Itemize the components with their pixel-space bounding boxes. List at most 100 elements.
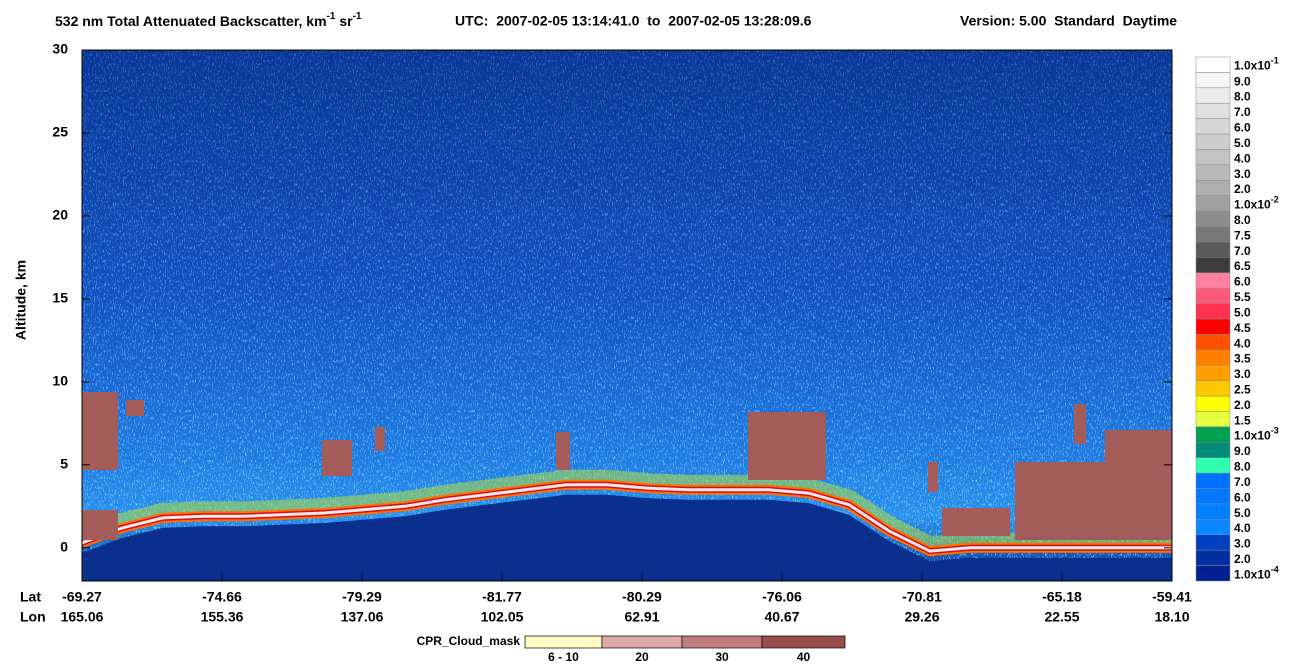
title-part: 532 nm Total Attenuated Backscatter, km [55, 13, 327, 29]
colorbar-label: 4.5 [1234, 321, 1251, 335]
cpr-legend-label: 40 [797, 650, 811, 664]
cpr-cloud [126, 400, 144, 416]
colorbar-swatch [1195, 565, 1231, 582]
colorbar-label: 2.0 [1234, 552, 1251, 566]
colorbar-swatch [1195, 472, 1231, 489]
colorbar-label: 4.0 [1234, 521, 1251, 535]
cpr-legend-swatch [524, 635, 603, 649]
colorbar-label: 6.0 [1234, 121, 1251, 135]
lon-label: 155.36 [201, 609, 244, 625]
cpr-cloud-mask [82, 392, 1172, 540]
lat-label: -59.41 [1152, 589, 1192, 605]
colorbar-swatch [1195, 226, 1231, 243]
y-tick-label: 25 [52, 124, 68, 140]
colorbar-label: 7.5 [1234, 228, 1251, 242]
cpr-cloud [322, 440, 352, 476]
colorbar-swatch [1195, 272, 1231, 289]
colorbar-label-base: 1.0x10 [1234, 567, 1271, 581]
surface-line [82, 483, 1172, 553]
y-tick-label: 0 [60, 539, 68, 555]
lon-label: 29.26 [904, 609, 939, 625]
colorbar-swatch [1195, 519, 1231, 536]
colorbar-label-sup: -2 [1271, 195, 1279, 205]
colorbar-label: 6.5 [1234, 259, 1251, 273]
colorbar-label: 6.0 [1234, 275, 1251, 289]
colorbar-swatch [1195, 488, 1231, 505]
colorbar-swatch [1195, 241, 1231, 258]
y-tick-label: 15 [52, 290, 68, 306]
lat-label: -79.29 [342, 589, 382, 605]
cpr-cloud [82, 510, 118, 540]
colorbar-label: 1.0x10-1 [1234, 56, 1279, 73]
cpr-cloud [375, 427, 385, 451]
colorbar-label: 9.0 [1234, 444, 1251, 458]
colorbar-swatch [1195, 318, 1231, 335]
colorbar-swatch [1195, 457, 1231, 474]
colorbar-swatch [1195, 210, 1231, 227]
colorbar-label-base: 1.0x10 [1234, 59, 1271, 73]
lon-label: 165.06 [61, 609, 104, 625]
colorbar-swatch [1195, 380, 1231, 397]
lat-label: -69.27 [62, 589, 102, 605]
colorbar-label-sup: -3 [1271, 426, 1279, 436]
y-tick-label: 30 [52, 41, 68, 57]
lon-label: 137.06 [341, 609, 384, 625]
cpr-cloud [942, 508, 1010, 536]
colorbar-swatch [1195, 349, 1231, 366]
colorbar-swatch [1195, 426, 1231, 443]
colorbar-swatch [1195, 164, 1231, 181]
colorbar-label: 1.0x10-2 [1234, 195, 1279, 212]
plot-frame [81, 49, 1173, 582]
lat-label: -70.81 [902, 589, 942, 605]
title-part: sr [335, 13, 353, 29]
lon-label: 22.55 [1044, 609, 1079, 625]
colorbar-swatch [1195, 303, 1231, 320]
colorbar-swatch [1195, 118, 1231, 135]
colorbar-label-sup: -1 [1271, 56, 1279, 66]
colorbar-label: 8.0 [1234, 213, 1251, 227]
colorbar-label: 4.0 [1234, 151, 1251, 165]
cpr-legend-swatch [681, 635, 763, 649]
cpr-cloud [82, 392, 118, 470]
y-tick-label: 20 [52, 207, 68, 223]
colorbar-label-sup: -4 [1271, 565, 1279, 575]
colorbar-label: 5.0 [1234, 136, 1251, 150]
colorbar-label: 3.5 [1234, 352, 1251, 366]
colorbar-swatch [1195, 72, 1231, 89]
cpr-legend-label: 30 [715, 650, 729, 664]
colorbar-label: 9.0 [1234, 74, 1251, 88]
colorbar-swatch [1195, 287, 1231, 304]
lon-label: 62.91 [624, 609, 659, 625]
lat-label: -74.66 [202, 589, 242, 605]
cpr-cloud [1074, 404, 1086, 444]
chart-title: 532 nm Total Attenuated Backscatter, km -… [55, 11, 362, 29]
surface-glow [82, 469, 1172, 555]
colorbar-swatch [1195, 503, 1231, 520]
title-sup: -1 [353, 11, 362, 22]
cpr-legend-swatch [601, 635, 683, 649]
colorbar-swatch [1195, 442, 1231, 458]
colorbar-label: 5.0 [1234, 305, 1251, 319]
version: Version: 5.00 Standard Daytime [960, 13, 1177, 29]
cpr-legend-title: CPR_Cloud_mask [417, 634, 521, 648]
colorbar-label: 4.0 [1234, 336, 1251, 350]
colorbar-label: 7.0 [1234, 105, 1251, 119]
colorbar-swatch [1195, 549, 1231, 566]
colorbar-swatch [1195, 257, 1231, 274]
cpr-legend-label: 6 - 10 [548, 650, 579, 664]
colorbar-swatch [1195, 364, 1231, 381]
colorbar-swatch [1195, 195, 1231, 212]
colorbar-swatch [1195, 133, 1231, 150]
x-row-label: Lat [20, 589, 41, 605]
colorbar-swatch [1195, 411, 1231, 428]
cpr-cloud [928, 462, 938, 492]
cpr-legend-swatch [761, 635, 846, 649]
colorbar-label: 3.0 [1234, 167, 1251, 181]
colorbar-label: 3.0 [1234, 367, 1251, 381]
lon-label: 18.10 [1154, 609, 1189, 625]
colorbar-label: 1.0x10-3 [1234, 426, 1279, 443]
colorbar-label: 1.5 [1234, 413, 1251, 427]
cpr-cloud [556, 432, 570, 470]
colorbar-label: 8.0 [1234, 460, 1251, 474]
